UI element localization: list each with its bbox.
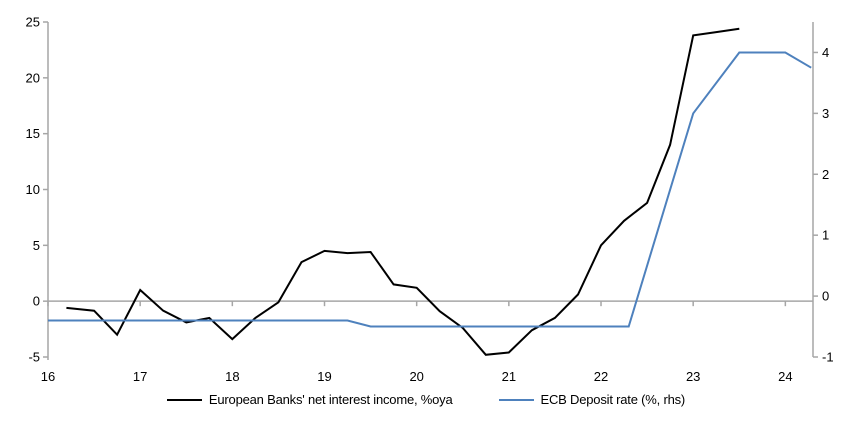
chart-legend: European Banks' net interest income, %oy…	[0, 392, 852, 407]
svg-text:1: 1	[822, 228, 829, 243]
svg-text:5: 5	[33, 238, 40, 253]
svg-text:19: 19	[317, 369, 331, 384]
svg-text:0: 0	[822, 289, 829, 304]
svg-text:23: 23	[686, 369, 700, 384]
svg-text:16: 16	[41, 369, 55, 384]
legend-item-ecb-deposit-rate: ECB Deposit rate (%, rhs)	[498, 392, 686, 407]
svg-text:3: 3	[822, 106, 829, 121]
blue-line-swatch-icon	[498, 398, 534, 401]
svg-text:24: 24	[778, 369, 792, 384]
svg-text:2: 2	[822, 167, 829, 182]
svg-text:20: 20	[26, 70, 40, 85]
svg-text:4: 4	[822, 45, 829, 60]
svg-text:25: 25	[26, 15, 40, 30]
black-line-swatch-icon	[166, 398, 202, 401]
svg-text:20: 20	[409, 369, 423, 384]
legend-item-net-interest-income: European Banks' net interest income, %oy…	[166, 392, 453, 407]
legend-label-net-interest-income: European Banks' net interest income, %oy…	[208, 392, 453, 407]
svg-text:10: 10	[26, 182, 40, 197]
svg-text:18: 18	[225, 369, 239, 384]
svg-text:22: 22	[594, 369, 608, 384]
svg-text:0: 0	[33, 294, 40, 309]
svg-text:17: 17	[133, 369, 147, 384]
svg-text:15: 15	[26, 126, 40, 141]
svg-text:-5: -5	[28, 350, 40, 365]
svg-text:-1: -1	[822, 350, 834, 365]
svg-text:21: 21	[502, 369, 516, 384]
legend-label-ecb-deposit-rate: ECB Deposit rate (%, rhs)	[540, 392, 686, 407]
